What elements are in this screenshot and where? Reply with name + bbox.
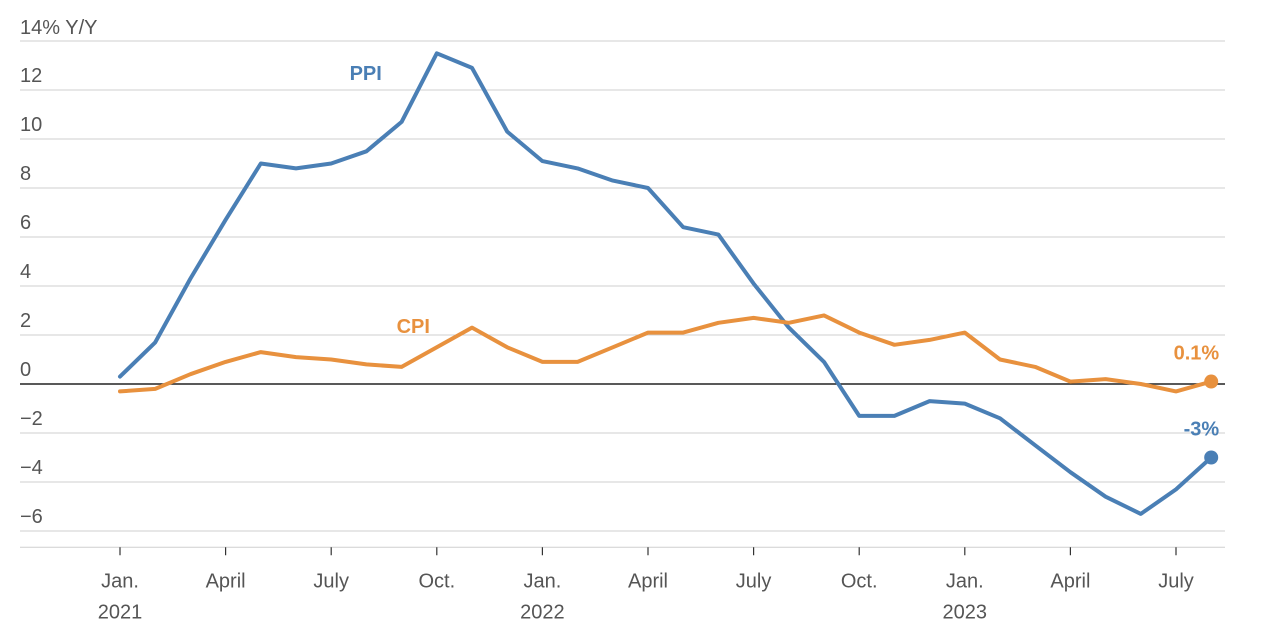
ppi-end-point [1204,450,1219,465]
x-tick-label-year: 2021 [98,601,143,623]
y-tick-label: 12 [20,65,42,87]
ppi-series-label: PPI [350,63,382,85]
y-tick-label: −6 [20,506,43,528]
x-tick-label-month: April [1050,570,1090,592]
x-tick-label-month: Oct. [841,570,878,592]
series-layer: -3% PPI 0.1% CPI [118,51,1220,516]
x-tick-label-month: July [736,570,772,592]
x-tick-label-year: 2023 [943,601,988,623]
x-axis: Jan. 2021 April July Oct. Jan. 2022 April July Oc… [20,546,1225,623]
y-axis: 14% Y/Y 12 10 8 6 4 2 0 −2 −4 −6 [20,17,97,528]
y-tick-label: 10 [20,114,42,136]
x-tick-label-month: April [206,570,246,592]
y-tick-label: −4 [20,457,43,479]
x-tick-label-month: Jan. [101,570,139,592]
ppi-end-value-label: -3% [1184,419,1220,441]
cpi-end-value-label: 0.1% [1174,343,1220,365]
y-tick-label: 4 [20,261,31,283]
x-tick-label-month: April [628,570,668,592]
y-tick-label: 0 [20,359,31,381]
y-axis-unit-label: 14% Y/Y [20,17,97,39]
y-tick-label: 8 [20,163,31,185]
y-tick-label: 6 [20,212,31,234]
x-tick-label-year: 2022 [520,601,565,623]
grid-layer [20,40,1225,532]
cpi-end-point [1204,374,1219,389]
cpi-line [118,313,1214,394]
x-tick-label-month: July [313,570,349,592]
x-tick-label-month: Oct. [418,570,455,592]
y-tick-label: −2 [20,408,43,430]
x-tick-label-month: Jan. [946,570,984,592]
y-tick-label: 2 [20,310,31,332]
x-tick-label-month: July [1158,570,1194,592]
ppi-line [118,51,1214,516]
x-tick-label-month: Jan. [523,570,561,592]
cpi-series-label: CPI [397,316,430,338]
